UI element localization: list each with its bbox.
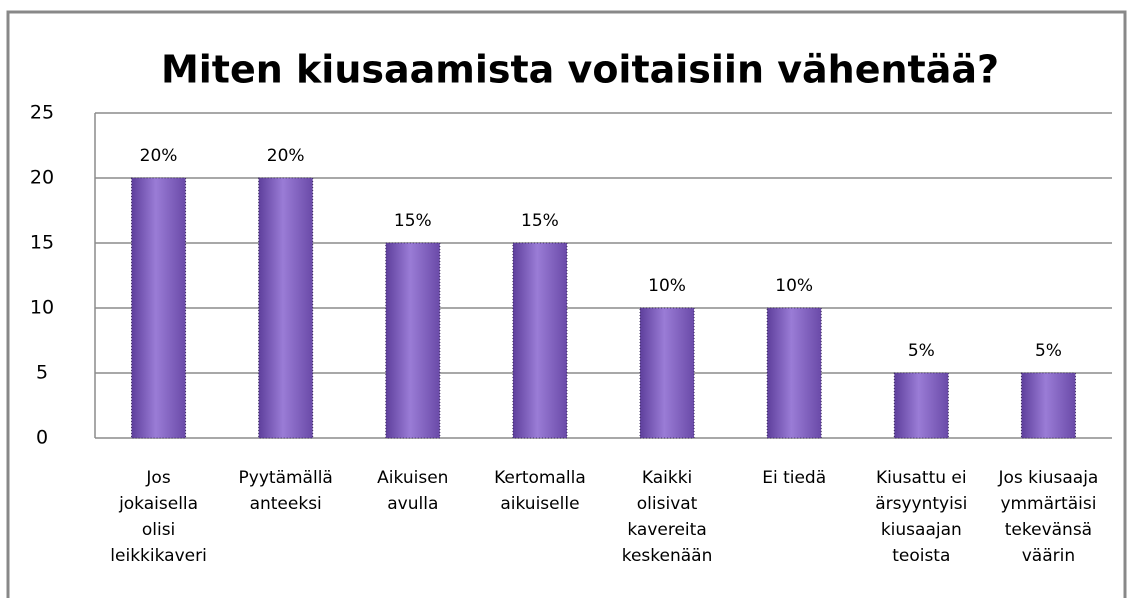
bar (512, 242, 568, 439)
data-label: 15% (394, 211, 432, 231)
y-tick-label: 20 (30, 167, 54, 189)
x-tick-label: Kiusattu ei ärsyyntyisi kiusaajan teoista (875, 468, 967, 566)
x-tick-label: Aikuisen avulla (377, 468, 448, 514)
y-tick-label: 0 (36, 427, 48, 449)
x-tick-label: Pyytämällä anteeksi (239, 468, 333, 514)
bar (893, 372, 949, 439)
x-tick-label: Kaikki olisivat kavereita keskenään (622, 468, 713, 566)
bar (639, 307, 695, 439)
x-tick-label: Kertomalla aikuiselle (494, 468, 586, 514)
data-label: 15% (521, 211, 559, 231)
y-tick-label: 15 (30, 232, 54, 254)
data-label: 10% (648, 276, 686, 296)
x-tick-label: Jos jokaisella olisi leikkikaveri (110, 468, 207, 566)
bar (766, 307, 822, 439)
data-label: 20% (267, 146, 305, 166)
data-label: 5% (908, 341, 935, 361)
data-label: 10% (775, 276, 813, 296)
data-label: 5% (1035, 341, 1062, 361)
y-tick-label: 10 (30, 297, 54, 319)
bar (131, 177, 187, 439)
bar (1020, 372, 1076, 439)
y-tick-label: 5 (36, 362, 48, 384)
y-tick-label: 25 (30, 102, 54, 124)
bar (385, 242, 441, 439)
data-label: 20% (140, 146, 178, 166)
x-tick-label: Jos kiusaaja ymmärtäisi tekevänsä väärin (998, 468, 1099, 566)
chart-title: Miten kiusaamista voitaisiin vähentää? (161, 48, 999, 92)
x-tick-label: Ei tiedä (762, 468, 826, 488)
bar (258, 177, 314, 439)
